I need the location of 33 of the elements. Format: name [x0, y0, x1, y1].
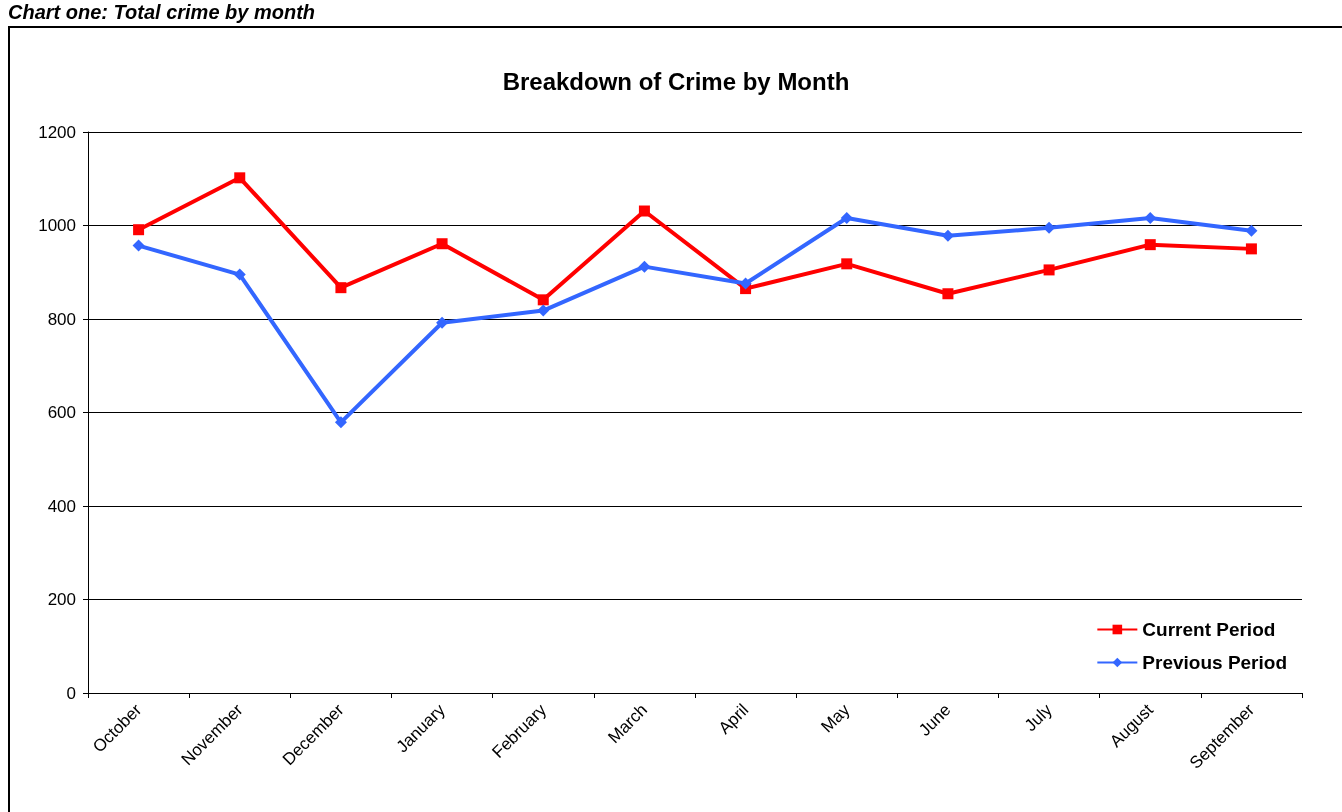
point	[334, 416, 347, 429]
x-tick-label: May	[817, 699, 854, 737]
point	[840, 212, 853, 225]
point	[1144, 239, 1156, 251]
text: Chart one: Total crime by month	[8, 0, 316, 24]
legend-label: Previous Period	[1142, 652, 1288, 673]
y-tick-label: 1000	[38, 216, 76, 235]
y-tick-label: 0	[66, 683, 76, 703]
point	[537, 294, 549, 306]
point	[1043, 264, 1055, 276]
y-tick-label: 600	[47, 403, 76, 422]
point	[132, 239, 145, 252]
point	[436, 238, 448, 250]
point	[841, 258, 853, 270]
y-tick-label: 200	[47, 590, 76, 609]
point	[942, 288, 954, 300]
chart-title: Breakdown of Crime by Month	[502, 67, 850, 95]
point	[739, 277, 752, 290]
point	[941, 229, 954, 242]
point	[1245, 243, 1257, 255]
point	[537, 304, 550, 317]
point	[638, 205, 650, 217]
point	[233, 268, 246, 281]
point	[133, 224, 145, 236]
legend-label: Current Period	[1142, 619, 1276, 640]
y-tick-label: 800	[47, 309, 76, 329]
y-tick-label: 1200	[38, 122, 76, 142]
point	[335, 282, 347, 294]
y-tick-label: 400	[47, 496, 76, 516]
x-tick-label: July	[1021, 699, 1057, 736]
point	[638, 260, 651, 273]
point	[234, 172, 246, 184]
point	[1245, 224, 1258, 237]
